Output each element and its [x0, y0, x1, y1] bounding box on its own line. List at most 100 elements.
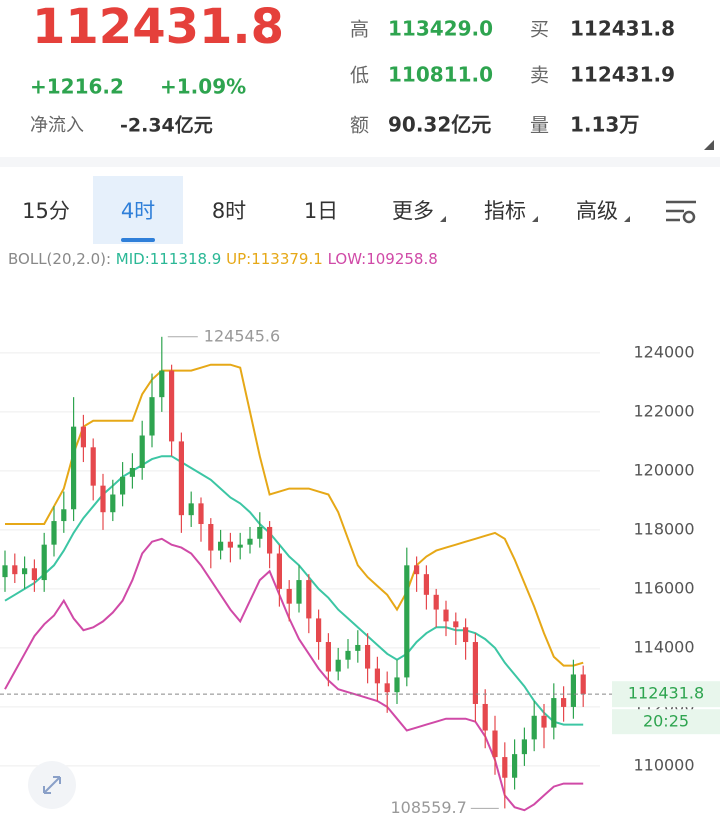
candle-body	[120, 476, 126, 495]
candle-body	[218, 541, 224, 551]
candle-body	[512, 754, 518, 778]
stat-value: 110811.0	[388, 63, 493, 87]
candle-body	[208, 524, 214, 551]
price-arrow: ↘	[256, 25, 273, 49]
band-line	[4, 455, 584, 726]
candle-body	[463, 627, 469, 643]
candle-body	[433, 594, 439, 610]
indicator-mid: MID:111318.9	[116, 250, 222, 268]
indicator-low: LOW:109258.8	[328, 250, 438, 268]
candle-body	[335, 659, 341, 672]
candle-body	[237, 544, 243, 548]
y-tick-label: 110000	[633, 755, 694, 774]
icon-gear	[682, 210, 696, 224]
max-label: 124545.6	[204, 326, 280, 345]
stat-label: 高	[350, 19, 369, 41]
y-tick-label: 114000	[633, 637, 694, 656]
tab[interactable]: 1日	[304, 199, 338, 223]
stat-label: 卖	[530, 65, 549, 87]
price-change: +1216.2	[30, 75, 124, 99]
candle-body	[492, 730, 498, 758]
y-tick-label: 120000	[633, 460, 694, 479]
chart: 1100001120001140001160001180001200001220…	[0, 326, 720, 817]
tab[interactable]: 15分	[22, 199, 70, 223]
indicator-legend: BOLL(20,2.0): MID:111318.9 UP:113379.1 L…	[8, 250, 438, 268]
indicator-name: BOLL(20,2.0):	[8, 250, 111, 268]
active-tab-bg	[93, 176, 183, 244]
candle-body	[51, 521, 57, 545]
tab[interactable]: 高级	[576, 199, 618, 223]
y-tick-label: 116000	[633, 578, 694, 597]
candle-body	[345, 650, 351, 660]
min-label: 108559.7	[390, 798, 466, 817]
candle-body	[267, 526, 273, 554]
stat-value: 112431.9	[570, 63, 675, 87]
candle-body	[482, 703, 488, 731]
candle-body	[531, 715, 537, 740]
tab-bar: 15分 4时 8时 1日 更多 指标 高级	[22, 199, 630, 223]
candle-body	[561, 698, 567, 707]
candle-body	[502, 757, 508, 778]
candle-body	[374, 668, 380, 684]
candle-body	[296, 580, 302, 604]
candle-body	[178, 441, 184, 516]
settings-icon[interactable]	[666, 200, 696, 224]
candle-body	[247, 538, 253, 545]
y-tick-label: 122000	[633, 401, 694, 420]
dropdown-mark	[440, 216, 446, 222]
candle-body	[423, 574, 429, 595]
candle-body	[61, 509, 67, 522]
tab[interactable]: 指标	[484, 199, 526, 223]
candle-body	[580, 674, 586, 695]
countdown: 20:25	[643, 712, 689, 731]
candle-body	[472, 642, 478, 704]
candle-body	[22, 568, 28, 575]
candle-body	[286, 588, 292, 604]
candle-body	[198, 503, 204, 525]
candle-body	[443, 609, 449, 622]
candle-body	[129, 467, 135, 477]
price-tag-bg	[612, 681, 720, 708]
candle-body	[227, 541, 233, 548]
candle-body	[71, 426, 77, 510]
stat-value: 1.13万	[570, 113, 639, 137]
band-line	[4, 537, 584, 812]
candle-body	[100, 485, 106, 513]
price-change-pct: +1.09%	[160, 75, 246, 99]
stat-value: 113429.0	[388, 17, 493, 41]
stat-label: 低	[350, 65, 369, 87]
stat-value: 90.32亿元	[388, 113, 491, 137]
candle-body	[276, 553, 282, 589]
candle-body	[159, 370, 165, 398]
candle-body	[41, 544, 47, 581]
net-flow-label: 净流入	[30, 115, 84, 136]
candle-body	[257, 526, 263, 539]
stat-value: 112431.8	[570, 17, 675, 41]
corner-triangle	[704, 140, 714, 150]
candle-body	[541, 715, 547, 728]
candle-body	[110, 494, 116, 513]
y-tick-label: 118000	[633, 519, 694, 538]
separator	[0, 157, 720, 167]
candle-body	[414, 565, 420, 575]
expand-icon	[43, 776, 61, 794]
candle-body	[355, 644, 361, 651]
tab[interactable]: 8时	[212, 199, 246, 223]
candle-body	[31, 568, 37, 581]
tab[interactable]: 更多	[392, 199, 434, 223]
candle-body	[80, 426, 86, 448]
candle-body	[570, 674, 576, 707]
dropdown-mark	[624, 216, 630, 222]
candle-body	[551, 698, 557, 728]
candle-body	[188, 503, 194, 516]
dropdown-mark	[532, 216, 538, 222]
candle-body	[90, 447, 96, 486]
last-price: 112431.8	[32, 0, 284, 55]
candle-body	[306, 580, 312, 619]
candle-body	[453, 621, 459, 628]
tab[interactable]: 4时	[121, 199, 155, 223]
active-tab-underline	[121, 238, 155, 242]
candle-body	[384, 683, 390, 693]
